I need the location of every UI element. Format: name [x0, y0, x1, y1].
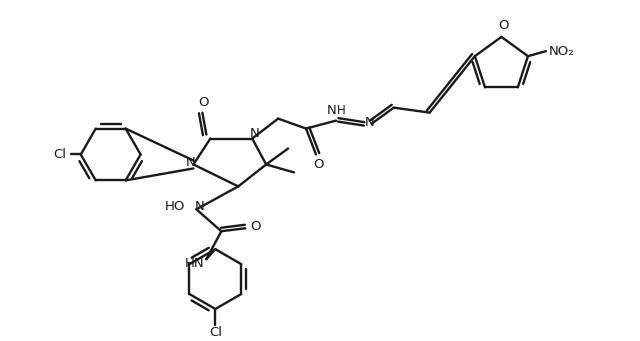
Text: HN: HN [184, 257, 204, 270]
Text: O: O [313, 158, 323, 171]
Text: O: O [198, 96, 209, 109]
Text: O: O [498, 19, 509, 32]
Text: O: O [250, 220, 260, 233]
Text: NO₂: NO₂ [549, 45, 575, 58]
Text: N: N [195, 200, 204, 213]
Text: HO: HO [164, 200, 185, 213]
Text: Cl: Cl [209, 326, 222, 339]
Text: N: N [250, 127, 259, 140]
Text: N: N [365, 116, 374, 129]
Text: N: N [327, 104, 337, 117]
Text: N: N [186, 156, 195, 169]
Text: Cl: Cl [53, 148, 67, 161]
Text: H: H [337, 104, 346, 117]
